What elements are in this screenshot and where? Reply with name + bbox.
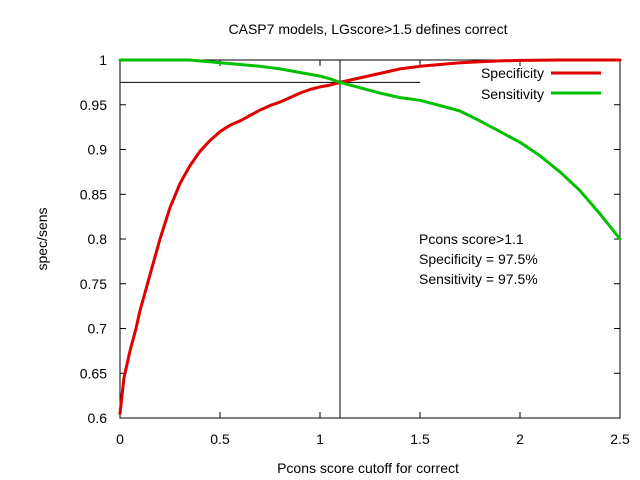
y-tick-label: 0.95 <box>80 97 107 113</box>
legend-label-sensitivity: Sensitivity <box>481 86 544 102</box>
y-tick-label: 0.6 <box>88 410 108 426</box>
series-layer <box>118 58 622 415</box>
y-axis-label: spec/sens <box>34 207 50 270</box>
x-axis: 0 0.5 1 1.5 2 2.5 <box>116 60 630 447</box>
x-tick-label: 2.5 <box>610 431 630 447</box>
chart-title: CASP7 models, LGscore>1.5 defines correc… <box>229 21 508 37</box>
legend: Specificity Sensitivity <box>481 65 601 102</box>
annotation-line-3: Sensitivity = 97.5% <box>419 271 538 287</box>
y-tick-label: 0.9 <box>88 142 108 158</box>
plot-area <box>119 59 621 419</box>
series-line-specificity <box>118 58 622 415</box>
x-tick-label: 1 <box>316 431 324 447</box>
y-axis: 0.6 0.65 0.7 0.75 0.8 0.85 0.9 0.95 1 <box>80 52 620 426</box>
y-tick-label: 0.8 <box>88 231 108 247</box>
y-tick-label: 0.65 <box>80 365 107 381</box>
x-tick-label: 1.5 <box>410 431 430 447</box>
annotation-box: Pcons score>1.1 Specificity = 97.5% Sens… <box>419 231 538 287</box>
y-tick-label: 1 <box>99 52 107 68</box>
plot-border <box>119 59 621 419</box>
annotation-line-2: Specificity = 97.5% <box>419 251 538 267</box>
x-axis-label: Pcons score cutoff for correct <box>277 460 459 476</box>
y-tick-label: 0.7 <box>88 321 108 337</box>
series-line-sensitivity <box>118 58 622 241</box>
x-tick-label: 2 <box>516 431 524 447</box>
reference-lines <box>120 60 420 418</box>
x-tick-label: 0.5 <box>210 431 230 447</box>
annotation-line-1: Pcons score>1.1 <box>419 231 524 247</box>
legend-label-specificity: Specificity <box>481 65 544 81</box>
y-tick-label: 0.85 <box>80 186 107 202</box>
y-tick-label: 0.75 <box>80 276 107 292</box>
x-tick-label: 0 <box>116 431 124 447</box>
